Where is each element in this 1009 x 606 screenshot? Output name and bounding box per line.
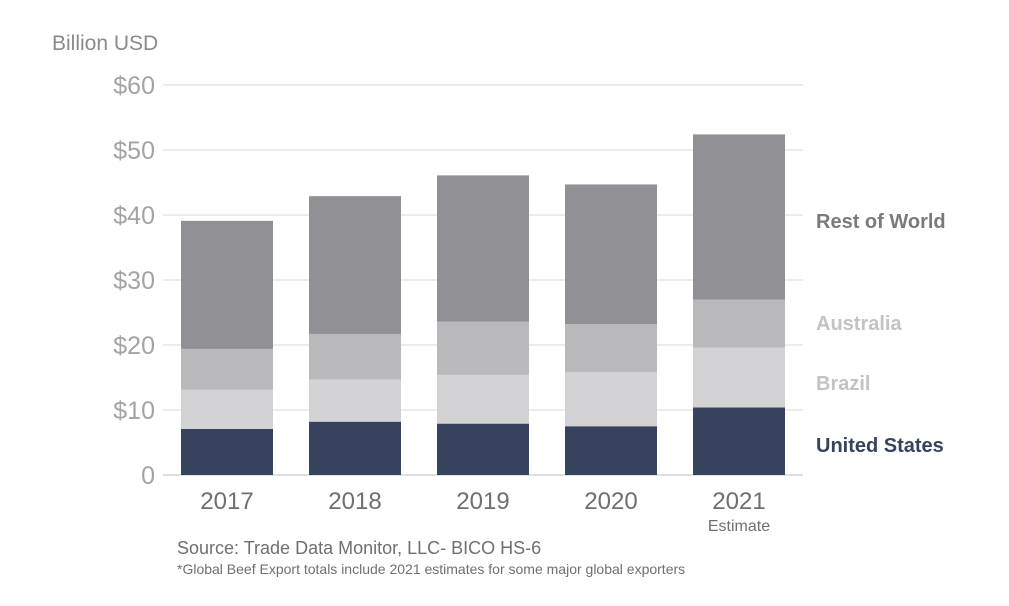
bar-united-states-2018 <box>309 421 401 475</box>
x-tick-label-2017: 2017 <box>200 488 253 515</box>
y-tick-label: $40 <box>113 202 155 230</box>
y-tick-label: $20 <box>113 332 155 360</box>
bar-rest-of-world-2018 <box>309 196 401 334</box>
bar-brazil-2019 <box>437 374 529 424</box>
source-text: Source: Trade Data Monitor, LLC- BICO HS… <box>177 538 541 558</box>
bar-brazil-2021 <box>693 347 785 408</box>
x-tick-label-2019: 2019 <box>456 488 509 515</box>
y-axis-ticks: 0 $10 $20 $30 $40 $50 $60 <box>113 72 155 490</box>
y-tick-label: 0 <box>141 462 155 490</box>
bar-australia-2020 <box>565 324 657 373</box>
legend-united-states: United States <box>816 435 944 457</box>
bar-united-states-2019 <box>437 423 529 475</box>
x-axis-ticks: 2017 2018 2019 2020 2021 Estimate <box>200 488 770 535</box>
bar-australia-2017 <box>181 348 273 390</box>
footnote-text: *Global Beef Export totals include 2021 … <box>177 561 685 577</box>
y-tick-label: $30 <box>113 267 155 295</box>
bar-united-states-2021 <box>693 407 785 475</box>
bar-rest-of-world-2017 <box>181 220 273 349</box>
bar-brazil-2017 <box>181 389 273 429</box>
x-tick-label-2021: 2021 <box>712 488 765 515</box>
legend-australia: Australia <box>816 313 902 335</box>
y-tick-label: $50 <box>113 137 155 165</box>
legend-rest-of-world: Rest of World <box>816 211 946 233</box>
y-tick-label: $10 <box>113 397 155 425</box>
bar-united-states-2020 <box>565 426 657 475</box>
bar-united-states-2017 <box>181 428 273 475</box>
legend: Rest of World Australia Brazil United State… <box>816 211 946 457</box>
y-axis-label: Billion USD <box>52 32 158 55</box>
bar-rest-of-world-2019 <box>437 175 529 322</box>
x-tick-label-2020: 2020 <box>584 488 637 515</box>
y-tick-label: $60 <box>113 72 155 100</box>
bar-rest-of-world-2020 <box>565 184 657 325</box>
bar-brazil-2018 <box>309 379 401 422</box>
bar-rest-of-world-2021 <box>693 134 785 300</box>
bars <box>181 134 785 475</box>
x-tick-label-2018: 2018 <box>328 488 381 515</box>
x-tick-note-2021: Estimate <box>708 518 770 535</box>
bar-brazil-2020 <box>565 372 657 427</box>
bar-australia-2021 <box>693 299 785 348</box>
bar-australia-2018 <box>309 333 401 380</box>
bar-australia-2019 <box>437 321 529 375</box>
legend-brazil: Brazil <box>816 373 870 395</box>
